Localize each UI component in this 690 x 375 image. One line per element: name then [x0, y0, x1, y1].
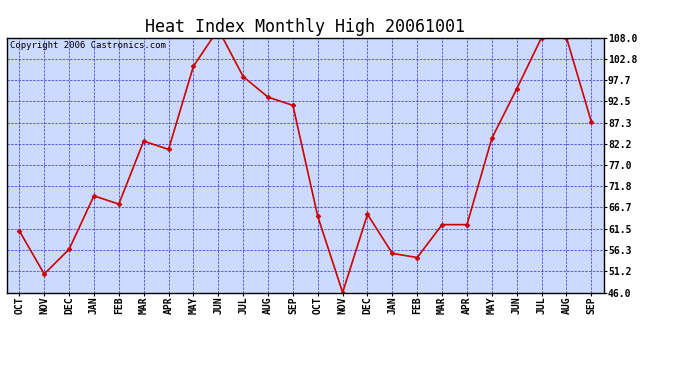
- Text: Copyright 2006 Castronics.com: Copyright 2006 Castronics.com: [10, 41, 166, 50]
- Title: Heat Index Monthly High 20061001: Heat Index Monthly High 20061001: [146, 18, 465, 36]
